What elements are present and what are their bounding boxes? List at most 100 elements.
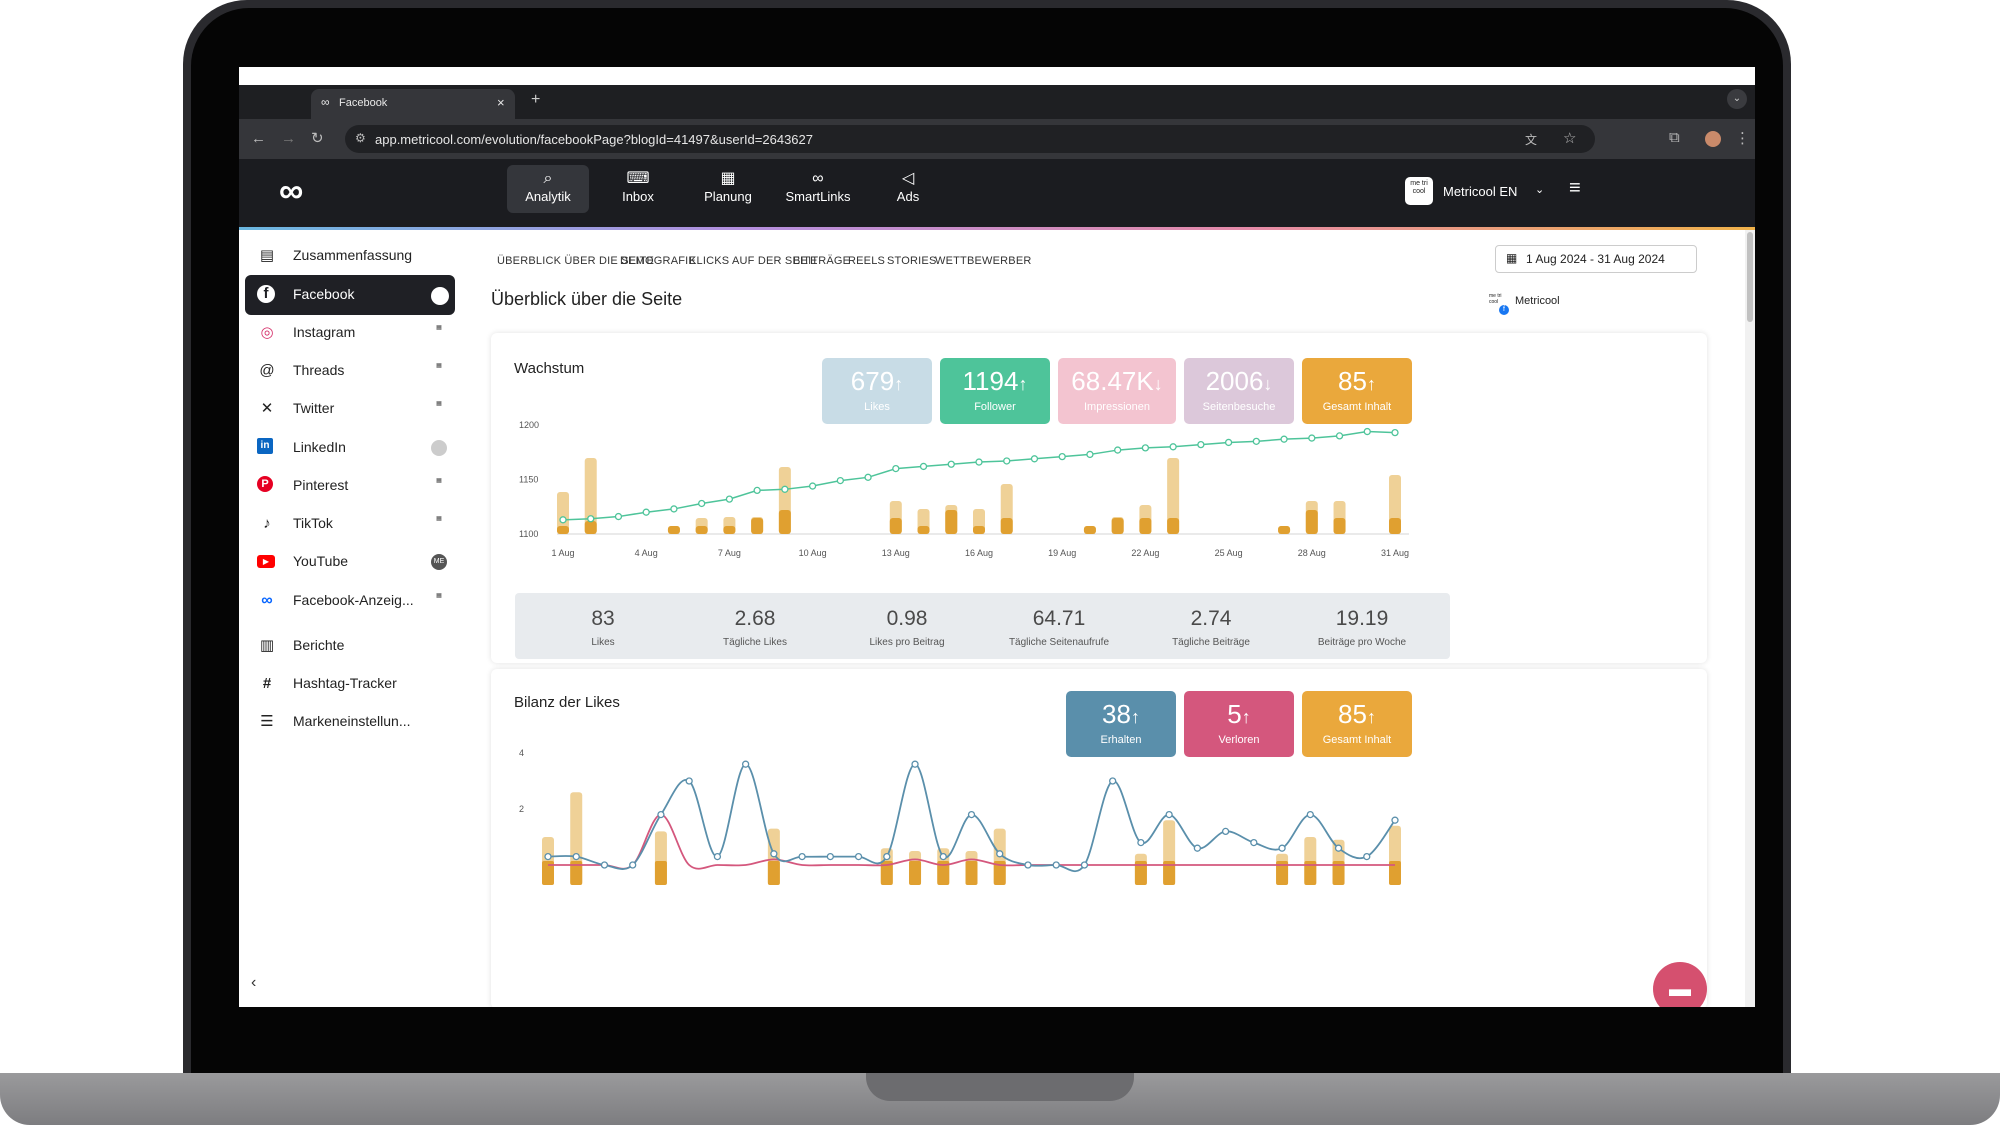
forward-icon[interactable]: → <box>281 130 296 147</box>
tab-list-icon[interactable]: ⌄ <box>1727 89 1747 109</box>
account-chip[interactable]: me tri cool f Metricool <box>1489 293 1629 315</box>
sidebar-item-pinterest[interactable]: P Pinterest ▦ <box>245 466 455 506</box>
kpi-value: 5 <box>1227 699 1242 729</box>
sidebar-item-markeneinstellungen[interactable]: ☰ Markeneinstellun... <box>245 702 455 742</box>
kpi-follower[interactable]: 1194↑ Follower <box>940 358 1050 424</box>
reload-icon[interactable]: ↻ <box>311 130 324 147</box>
nav-smartlinks[interactable]: ∞ SmartLinks <box>777 165 859 213</box>
browser-menu-icon[interactable]: ⋮ <box>1735 130 1750 147</box>
received-point <box>1165 810 1173 819</box>
tab-stories[interactable]: STORIES <box>887 255 937 267</box>
close-tab-icon[interactable]: × <box>497 95 505 110</box>
nav-ads[interactable]: ◁ Ads <box>867 165 949 213</box>
posts-active-bar <box>1083 526 1096 534</box>
y-tick-label: 2 <box>519 804 524 814</box>
content-bar-base <box>909 861 922 885</box>
received-point <box>600 861 609 869</box>
x-tick-label: 22 Aug <box>1131 548 1159 558</box>
x-tick-label: 31 Aug <box>1381 548 1409 558</box>
kpi-value: 1194 <box>962 366 1019 396</box>
follower-point <box>1197 440 1205 449</box>
kpi-erhalten[interactable]: 38↑ Erhalten <box>1066 691 1176 757</box>
extensions-icon[interactable]: ⧉ <box>1669 129 1680 146</box>
received-point <box>1250 838 1258 847</box>
back-icon[interactable]: ← <box>251 130 266 147</box>
date-range-picker[interactable]: ▦ 1 Aug 2024 - 31 Aug 2024 <box>1495 245 1697 273</box>
new-tab-icon[interactable]: + <box>531 91 541 108</box>
sidebar-item-instagram[interactable]: ◎ Instagram ▦ <box>245 313 455 353</box>
tab-klicks[interactable]: KLICKS AUF DER SEITE <box>689 255 818 267</box>
follower-point <box>1391 428 1399 437</box>
account-badge-icon: ▦ <box>436 478 442 484</box>
received-point <box>1080 861 1089 869</box>
received-point <box>967 810 976 819</box>
follower-point <box>587 515 595 523</box>
tab-beitraege[interactable]: BEITRÄGE <box>793 255 851 267</box>
x-tick-label: 25 Aug <box>1215 548 1243 558</box>
metricool-logo-icon[interactable]: ∞ <box>279 172 304 210</box>
screen: ∞ Facebook × + ⌄ ← → ↻ ⚙ app.metricool.c… <box>239 67 1755 1007</box>
nav-analytik[interactable]: ⌕ Analytik <box>507 165 589 213</box>
received-point <box>657 810 665 819</box>
bookmark-star-icon[interactable]: ☆ <box>1563 130 1577 147</box>
scrollbar-thumb[interactable] <box>1747 232 1753 322</box>
pinterest-icon: P <box>257 476 273 492</box>
collapse-sidebar-icon[interactable]: ‹ <box>251 974 257 991</box>
nav-inbox[interactable]: ⌨ Inbox <box>597 165 679 213</box>
sidebar-item-zusammenfassung[interactable]: ▤ Zusammenfassung <box>245 236 455 276</box>
posts-active-bar <box>751 518 764 534</box>
growth-chart: 1100 1150 1200 1 Aug 4 Aug 7 Aug 10 Aug 13 Aug 1… <box>519 420 1409 558</box>
posts-active-bar <box>1389 518 1401 534</box>
sidebar-item-facebook[interactable]: f Facebook <box>245 275 455 315</box>
arrow-up-icon: ↑ <box>1018 374 1028 394</box>
hamburger-menu-icon[interactable]: ≡ <box>1569 177 1581 199</box>
sidebar-item-label: Pinterest <box>293 477 349 493</box>
posts-active-bar <box>723 526 736 534</box>
content-bar-base <box>880 861 893 885</box>
received-point <box>911 760 919 768</box>
chat-support-icon[interactable]: ▬ <box>1653 962 1707 1007</box>
sidebar-item-tiktok[interactable]: ♪ TikTok ▦ <box>245 504 455 544</box>
tab-ueberblick[interactable]: ÜBERBLICK ÜBER DIE SEITE <box>497 255 655 267</box>
kpi-verloren[interactable]: 5↑ Verloren <box>1184 691 1294 757</box>
sidebar-item-label: Twitter <box>293 400 335 416</box>
tab-wettbewerber[interactable]: WETTBEWERBER <box>935 255 1032 267</box>
sidebar-item-twitter[interactable]: ✕ Twitter ▦ <box>245 389 455 429</box>
posts-active-bar <box>1278 526 1291 534</box>
y-tick-label: 1150 <box>519 475 538 485</box>
translate-icon[interactable]: 文 <box>1525 133 1538 147</box>
address-bar[interactable]: ⚙ app.metricool.com/evolution/facebookPa… <box>345 125 1595 153</box>
brand-switcher[interactable]: me tri cool Metricool EN ⌄ <box>1405 177 1545 207</box>
kpi-gesamt-inhalt[interactable]: 85↑ Gesamt Inhalt <box>1302 691 1412 757</box>
avatar <box>431 440 447 456</box>
follower-point <box>614 512 623 521</box>
received-point <box>883 852 891 861</box>
stat-value: 64.71 <box>1032 607 1086 630</box>
sidebar-item-youtube[interactable]: ▶ YouTube ME <box>245 542 455 582</box>
nav-planung[interactable]: ▦ Planung <box>687 165 769 213</box>
sidebar-item-facebook-ads[interactable]: ∞ Facebook-Anzeig... ▦ <box>245 581 455 621</box>
kpi-seitenbesuche[interactable]: 2006↓ Seitenbesuche <box>1184 358 1294 424</box>
tab-reels[interactable]: REELS <box>848 255 886 267</box>
browser-tab[interactable]: ∞ Facebook × <box>311 89 515 119</box>
sidebar-item-hashtag-tracker[interactable]: # Hashtag-Tracker <box>245 664 455 704</box>
page-scrollbar[interactable] <box>1745 230 1755 1007</box>
linkedin-icon: in <box>257 438 273 454</box>
stat-label: Likes <box>591 637 615 648</box>
sidebar-item-threads[interactable]: @ Threads ▦ <box>245 351 455 391</box>
received-point <box>685 777 693 785</box>
account-badge-icon: ▦ <box>436 593 442 599</box>
follower-point <box>1141 444 1150 452</box>
kpi-impressionen[interactable]: 68.47K↓ Impressionen <box>1058 358 1176 424</box>
tab-demografie[interactable]: DEMOGRAFIE <box>620 255 696 267</box>
kpi-value: 2006 <box>1205 366 1264 396</box>
profile-avatar[interactable] <box>1705 131 1721 147</box>
kpi-gesamt-inhalt[interactable]: 85↑ Gesamt Inhalt <box>1302 358 1412 424</box>
sidebar-item-linkedin[interactable]: in LinkedIn <box>245 428 455 468</box>
posts-active-bar <box>973 526 985 534</box>
site-settings-icon[interactable]: ⚙ <box>355 131 366 145</box>
sidebar-item-berichte[interactable]: ▥ Berichte <box>245 626 455 666</box>
follower-point <box>1363 427 1371 436</box>
kpi-likes[interactable]: 679↑ Likes <box>822 358 932 424</box>
kpi-label: Verloren <box>1218 734 1260 746</box>
